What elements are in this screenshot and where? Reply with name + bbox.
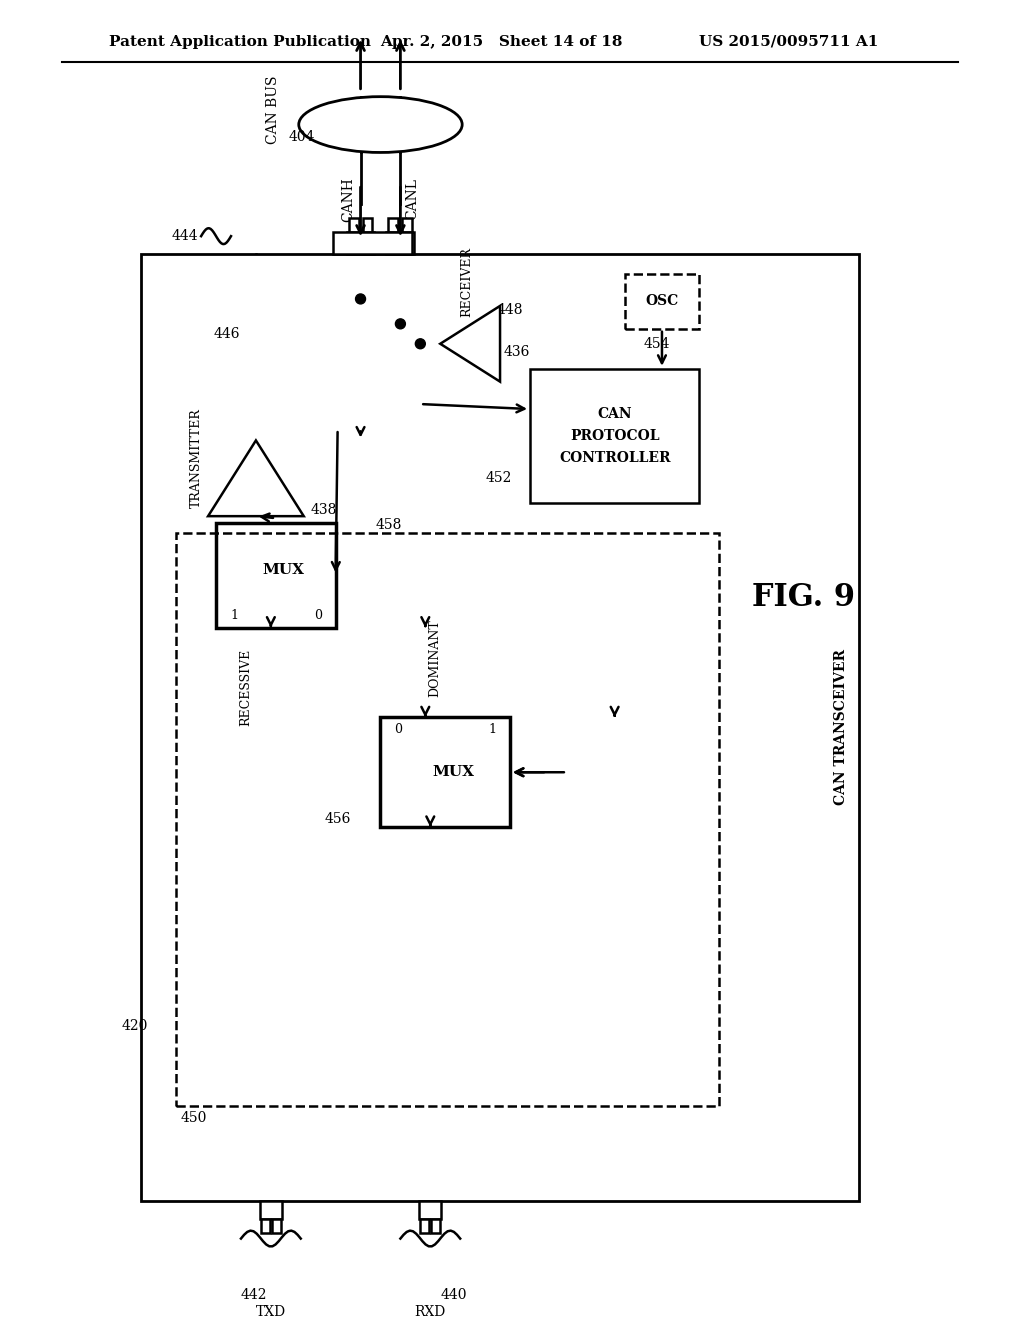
Bar — [260, 1201, 282, 1218]
Text: US 2015/0095711 A1: US 2015/0095711 A1 — [699, 34, 879, 49]
Bar — [141, 253, 859, 1201]
Bar — [216, 523, 336, 628]
Text: DOMINANT: DOMINANT — [429, 619, 441, 697]
Bar — [362, 218, 373, 232]
Bar — [420, 1218, 429, 1233]
Text: TRANSMITTER: TRANSMITTER — [189, 408, 203, 508]
Text: 1: 1 — [230, 610, 238, 622]
Bar — [346, 232, 375, 253]
Text: PROTOCOL: PROTOCOL — [570, 429, 659, 444]
Text: 436: 436 — [504, 345, 530, 359]
Text: OSC: OSC — [645, 294, 679, 309]
Text: 404: 404 — [289, 129, 315, 144]
Text: CAN: CAN — [597, 407, 632, 421]
Text: RECESSIVE: RECESSIVE — [240, 649, 253, 726]
Bar — [176, 533, 719, 1106]
Bar — [388, 218, 398, 232]
Bar — [625, 275, 699, 329]
Bar — [420, 1201, 441, 1218]
Text: TXD: TXD — [256, 1305, 286, 1319]
Text: 0: 0 — [394, 723, 402, 735]
Text: MUX: MUX — [263, 564, 305, 577]
Text: 458: 458 — [376, 519, 401, 532]
Bar — [381, 718, 510, 828]
Polygon shape — [440, 306, 500, 381]
Text: CAN TRANSCEIVER: CAN TRANSCEIVER — [834, 649, 848, 805]
Text: CONTROLLER: CONTROLLER — [559, 451, 671, 465]
Text: 442: 442 — [241, 1288, 267, 1303]
Text: RECEIVER: RECEIVER — [461, 247, 474, 317]
Circle shape — [395, 319, 406, 329]
Polygon shape — [208, 441, 304, 516]
Bar — [402, 218, 413, 232]
Bar — [333, 232, 413, 253]
Text: CANH: CANH — [342, 177, 355, 222]
Text: 454: 454 — [644, 337, 671, 351]
Text: FIG. 9: FIG. 9 — [753, 582, 855, 614]
Text: 444: 444 — [171, 230, 198, 243]
Bar — [271, 1218, 281, 1233]
Text: Apr. 2, 2015   Sheet 14 of 18: Apr. 2, 2015 Sheet 14 of 18 — [381, 34, 623, 49]
Bar — [261, 1218, 270, 1233]
Text: CANL: CANL — [406, 178, 420, 220]
Text: 446: 446 — [213, 327, 240, 341]
Text: MUX: MUX — [432, 766, 474, 779]
Bar — [348, 218, 358, 232]
Text: Patent Application Publication: Patent Application Publication — [110, 34, 372, 49]
Text: 450: 450 — [181, 1111, 207, 1125]
Bar — [530, 368, 699, 503]
Bar — [386, 232, 415, 253]
Circle shape — [416, 339, 425, 348]
Text: 452: 452 — [485, 471, 512, 486]
Text: 440: 440 — [440, 1288, 467, 1303]
Ellipse shape — [299, 96, 462, 152]
Text: 438: 438 — [310, 503, 337, 517]
Bar — [431, 1218, 440, 1233]
Circle shape — [355, 294, 366, 304]
Text: 448: 448 — [497, 302, 523, 317]
Text: 0: 0 — [313, 610, 322, 622]
Text: 456: 456 — [325, 812, 350, 826]
Text: 1: 1 — [488, 723, 496, 735]
Text: 420: 420 — [122, 1019, 148, 1034]
Text: RXD: RXD — [415, 1305, 445, 1319]
Text: CAN BUS: CAN BUS — [266, 75, 280, 144]
